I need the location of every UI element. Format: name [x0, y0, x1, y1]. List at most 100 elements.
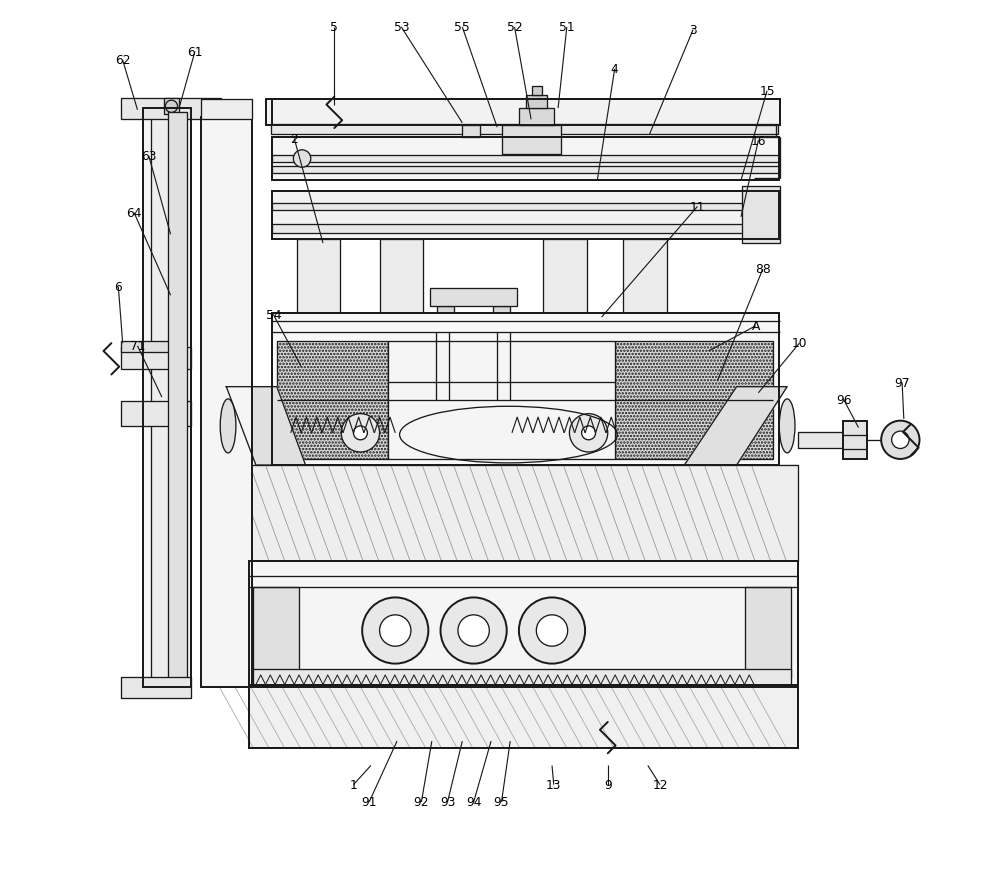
Text: 64: 64	[126, 207, 141, 219]
Text: 93: 93	[439, 796, 455, 808]
Circle shape	[582, 426, 596, 440]
Bar	[273, 167, 779, 174]
Bar	[273, 137, 779, 181]
Text: 4: 4	[611, 64, 619, 76]
Text: 63: 63	[141, 151, 156, 163]
Bar	[254, 587, 299, 679]
Circle shape	[293, 151, 311, 168]
Bar	[273, 224, 779, 233]
Bar	[249, 686, 797, 748]
Text: 52: 52	[507, 22, 523, 34]
Ellipse shape	[779, 399, 795, 453]
Circle shape	[379, 615, 411, 646]
Bar	[168, 113, 188, 687]
Bar	[273, 204, 779, 211]
Bar	[277, 342, 388, 459]
Text: 5: 5	[330, 22, 338, 34]
Bar	[437, 306, 454, 315]
Circle shape	[570, 414, 608, 452]
Bar	[273, 137, 779, 181]
Ellipse shape	[221, 399, 236, 453]
Text: 1: 1	[350, 779, 357, 791]
Bar	[544, 239, 587, 322]
Bar	[624, 239, 667, 322]
Bar	[267, 100, 780, 126]
Circle shape	[882, 421, 920, 459]
Circle shape	[458, 615, 489, 646]
Circle shape	[165, 101, 178, 113]
Text: 51: 51	[559, 22, 575, 34]
Bar	[297, 239, 340, 322]
Text: 16: 16	[750, 135, 766, 147]
Bar	[142, 109, 191, 687]
Text: 94: 94	[465, 796, 481, 808]
Bar	[462, 126, 479, 137]
Text: 95: 95	[493, 796, 510, 808]
Bar	[532, 87, 543, 96]
Circle shape	[440, 598, 507, 664]
Bar	[492, 306, 511, 315]
Bar	[617, 320, 673, 331]
Text: 92: 92	[413, 796, 429, 808]
Bar	[843, 421, 868, 459]
Text: 2: 2	[290, 133, 298, 145]
Bar	[615, 342, 773, 459]
Bar	[151, 113, 182, 683]
Circle shape	[362, 598, 428, 664]
Bar	[742, 187, 780, 244]
Bar	[502, 126, 561, 155]
Bar	[519, 109, 554, 126]
Bar	[121, 677, 191, 699]
Bar	[388, 342, 615, 459]
Bar	[745, 587, 790, 679]
Bar	[273, 313, 779, 465]
Bar	[440, 313, 451, 339]
Text: 88: 88	[755, 264, 770, 276]
Text: 3: 3	[689, 24, 697, 37]
Bar	[379, 239, 423, 322]
Circle shape	[341, 414, 379, 452]
Circle shape	[892, 432, 909, 449]
Circle shape	[353, 426, 367, 440]
Text: 10: 10	[791, 338, 807, 350]
Text: 13: 13	[546, 779, 562, 791]
Text: 55: 55	[454, 22, 470, 34]
Text: 53: 53	[393, 22, 409, 34]
Bar	[254, 669, 791, 685]
Bar	[273, 313, 779, 465]
Bar	[526, 96, 547, 109]
Bar	[271, 124, 778, 135]
Bar	[430, 289, 518, 306]
Bar	[797, 432, 850, 448]
Bar	[163, 99, 180, 115]
Bar	[273, 156, 779, 163]
Circle shape	[537, 615, 568, 646]
Bar	[249, 561, 797, 687]
Bar	[121, 342, 169, 352]
Bar	[273, 191, 779, 239]
Text: 9: 9	[604, 779, 612, 791]
Bar	[496, 313, 507, 339]
Bar	[273, 191, 779, 239]
Text: 54: 54	[266, 309, 281, 321]
Text: A: A	[751, 320, 760, 332]
Bar	[142, 109, 191, 687]
Bar	[201, 117, 252, 687]
Text: 15: 15	[759, 85, 775, 97]
Text: 71: 71	[129, 340, 145, 352]
Text: 6: 6	[114, 281, 122, 293]
Polygon shape	[249, 465, 797, 561]
Text: 61: 61	[188, 46, 203, 58]
Bar	[538, 320, 593, 331]
Bar	[201, 100, 252, 120]
Text: 97: 97	[895, 377, 910, 389]
Bar	[273, 100, 780, 126]
Bar	[121, 98, 221, 120]
Text: 62: 62	[115, 55, 130, 67]
Text: 96: 96	[835, 394, 852, 406]
Bar	[249, 686, 797, 748]
Bar	[373, 320, 429, 331]
Polygon shape	[684, 387, 787, 465]
Polygon shape	[227, 387, 306, 465]
Bar	[291, 320, 346, 331]
